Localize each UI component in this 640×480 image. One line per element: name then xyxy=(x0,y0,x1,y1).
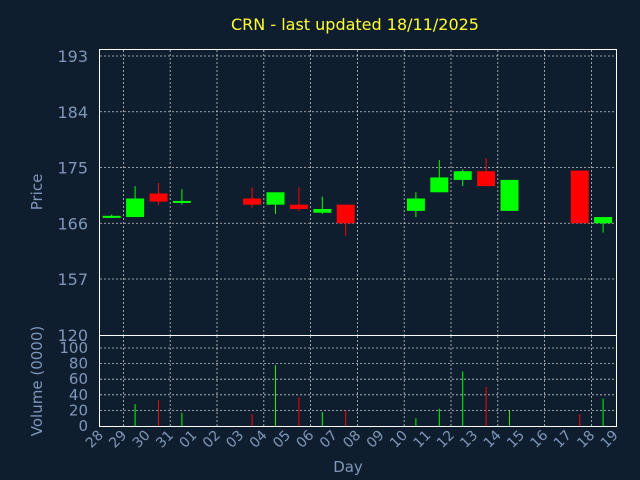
day-tick-label: 30 xyxy=(130,428,154,452)
day-tick-label: 10 xyxy=(387,428,411,452)
candle-body xyxy=(149,193,168,202)
volume-bar-series xyxy=(134,365,604,426)
day-tick-label: 14 xyxy=(481,427,505,451)
volume-axis-label: Volume (0000) xyxy=(28,326,46,436)
volume-tick-label: 60 xyxy=(69,370,88,388)
candle-body xyxy=(594,217,613,224)
day-tick-label: 12 xyxy=(434,428,458,452)
day-axis-label: Day xyxy=(333,458,363,476)
day-tick-label: 05 xyxy=(270,428,294,452)
day-tick-label: 09 xyxy=(364,428,388,452)
price-tick-label: 166 xyxy=(57,214,88,233)
candle-body xyxy=(406,198,425,211)
candle-body xyxy=(289,204,308,210)
candle-body xyxy=(570,170,589,224)
candle-body xyxy=(102,215,121,218)
day-tick-label: 13 xyxy=(457,428,481,452)
day-tick-label: 18 xyxy=(574,428,598,452)
volume-panel-frame xyxy=(99,335,617,427)
volume-tick-label: 20 xyxy=(69,401,88,419)
day-tick-label: 03 xyxy=(223,428,247,452)
price-tick-label: 184 xyxy=(57,103,88,122)
price-tick-label: 193 xyxy=(57,47,88,66)
day-tick-label: 07 xyxy=(317,428,341,452)
candle-body xyxy=(430,177,449,193)
price-tick-label: 175 xyxy=(57,159,88,178)
day-tick-label: 15 xyxy=(504,428,528,452)
price-gridlines xyxy=(100,50,616,335)
price-tick-label: 120 xyxy=(57,326,88,345)
day-tick-label: 31 xyxy=(153,428,177,452)
day-tick-label: 08 xyxy=(340,428,364,452)
candle-body xyxy=(453,171,472,180)
candlestick-series xyxy=(102,158,613,236)
candle-body xyxy=(500,179,519,211)
price-tick-label: 157 xyxy=(57,270,88,289)
volume-tick-label: 40 xyxy=(69,386,88,404)
volume-tick-label: 100 xyxy=(59,339,88,357)
price-panel-frame xyxy=(99,49,617,336)
day-tick-label: 11 xyxy=(411,428,435,452)
day-tick-label: 17 xyxy=(551,428,575,452)
day-tick-labels: 28 29 30 31 01 02 03 04 05 06 07 08 09 10 11 12 13 14 15 16… xyxy=(83,427,622,451)
candle-body xyxy=(243,198,262,205)
candle-body xyxy=(477,171,496,187)
day-tick-label: 01 xyxy=(177,428,201,452)
candle-body xyxy=(266,192,285,205)
day-tick-label: 16 xyxy=(528,427,552,451)
candle-body xyxy=(336,204,355,224)
candle-body xyxy=(126,198,145,218)
day-tick-label: 29 xyxy=(106,428,130,452)
chart-title: CRN - last updated 18/11/2025 xyxy=(231,15,479,34)
day-tick-label: 19 xyxy=(598,428,622,452)
volume-gridlines xyxy=(100,336,616,426)
price-tick-labels: 193 184 175 166 157 120 xyxy=(57,47,88,345)
candle-body xyxy=(172,200,191,203)
day-tick-label: 04 xyxy=(247,427,271,451)
day-tick-label: 06 xyxy=(294,427,318,451)
day-tick-label: 02 xyxy=(200,428,224,452)
price-axis-label: Price xyxy=(28,174,46,211)
volume-tick-label: 0 xyxy=(78,417,88,435)
volume-tick-label: 80 xyxy=(69,355,88,373)
candle-body xyxy=(313,209,332,213)
